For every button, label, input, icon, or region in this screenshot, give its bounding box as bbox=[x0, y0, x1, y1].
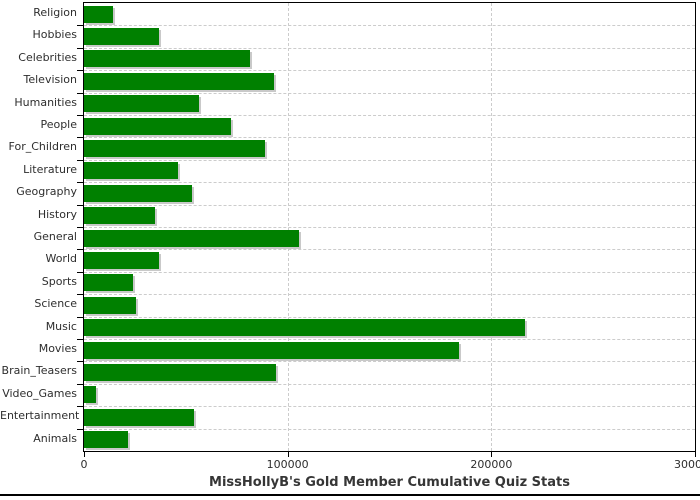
y-axis-label: Entertainment bbox=[0, 409, 80, 423]
horizontal-gridline bbox=[84, 383, 695, 385]
y-axis-label: Sports bbox=[41, 274, 77, 288]
x-axis-tick-mark bbox=[287, 451, 289, 457]
bottom-border-line bbox=[0, 494, 700, 496]
horizontal-gridline bbox=[84, 47, 695, 49]
horizontal-gridline bbox=[84, 271, 695, 273]
x-axis-tick-mark bbox=[491, 451, 493, 457]
y-axis-tick-mark bbox=[77, 428, 84, 430]
x-axis-tick-mark bbox=[695, 451, 696, 457]
bar-religion bbox=[84, 5, 113, 23]
y-axis-tick-mark bbox=[77, 204, 84, 206]
horizontal-gridline bbox=[84, 316, 695, 318]
chart-title: MissHollyB's Gold Member Cumulative Quiz… bbox=[209, 475, 570, 490]
horizontal-gridline bbox=[84, 227, 695, 228]
y-axis-tick-mark bbox=[77, 227, 84, 228]
y-axis-label: People bbox=[40, 118, 77, 131]
horizontal-gridline bbox=[84, 204, 695, 206]
y-axis-tick-mark bbox=[77, 92, 84, 94]
bar-brain_teasers bbox=[84, 363, 277, 381]
bar-history bbox=[84, 207, 156, 225]
y-axis-label: Science bbox=[34, 297, 77, 311]
horizontal-gridline bbox=[84, 406, 695, 408]
horizontal-gridline bbox=[84, 339, 695, 340]
y-axis-label: Television bbox=[23, 73, 78, 87]
y-axis-tick-mark bbox=[77, 294, 84, 296]
horizontal-gridline bbox=[84, 361, 695, 363]
y-axis-label: For_Children bbox=[8, 140, 77, 154]
y-axis-label: World bbox=[45, 252, 77, 266]
plot-area bbox=[77, 2, 696, 457]
horizontal-gridline bbox=[84, 137, 695, 139]
x-axis-tick-label: 300000 bbox=[674, 458, 700, 471]
horizontal-gridline bbox=[84, 25, 695, 27]
y-axis-label: General bbox=[33, 230, 77, 243]
horizontal-gridline bbox=[84, 249, 695, 251]
y-axis-tick-mark bbox=[77, 316, 84, 318]
y-axis-tick-mark bbox=[77, 406, 84, 408]
bar-entertainment bbox=[84, 408, 194, 426]
y-axis-tick-mark bbox=[77, 339, 84, 340]
y-axis-tick-mark bbox=[77, 70, 84, 72]
y-axis-label: Literature bbox=[23, 162, 77, 176]
y-axis-label: History bbox=[37, 207, 77, 221]
y-axis-tick-mark bbox=[77, 137, 84, 139]
y-axis-tick-mark bbox=[77, 115, 84, 116]
y-axis-tick-mark bbox=[77, 159, 84, 161]
y-axis-tick-mark bbox=[77, 271, 84, 273]
y-axis-tick-mark bbox=[77, 47, 84, 49]
vertical-gridline bbox=[287, 3, 289, 451]
y-axis-label: Geography bbox=[16, 185, 77, 199]
y-axis-tick-mark bbox=[77, 383, 84, 385]
bar-world bbox=[84, 251, 160, 269]
horizontal-gridline bbox=[84, 182, 695, 184]
horizontal-gridline bbox=[84, 92, 695, 94]
y-axis-tick-mark bbox=[77, 182, 84, 184]
y-axis-label: Brain_Teasers bbox=[1, 364, 77, 378]
bar-humanities bbox=[84, 95, 200, 113]
horizontal-gridline bbox=[84, 159, 695, 161]
bar-celebrities bbox=[84, 50, 250, 68]
x-axis-tick-label: 100000 bbox=[266, 458, 309, 471]
bar-animals bbox=[84, 431, 128, 449]
bar-science bbox=[84, 296, 136, 314]
y-axis-label: Celebrities bbox=[18, 50, 77, 64]
y-axis-label: Animals bbox=[33, 431, 77, 445]
bar-video_games bbox=[84, 386, 97, 404]
bar-literature bbox=[84, 162, 178, 180]
y-axis-tick-mark bbox=[77, 361, 84, 363]
bar-people bbox=[84, 117, 231, 135]
y-axis-label: Movies bbox=[38, 342, 77, 355]
horizontal-gridline bbox=[84, 428, 695, 430]
bar-movies bbox=[84, 341, 459, 359]
horizontal-gridline bbox=[84, 115, 695, 116]
bar-for_children bbox=[84, 139, 266, 157]
bar-music bbox=[84, 319, 525, 337]
bar-general bbox=[84, 229, 299, 247]
y-axis-tick-mark bbox=[77, 25, 84, 27]
bar-sports bbox=[84, 274, 133, 292]
y-axis-label: Religion bbox=[33, 6, 77, 19]
horizontal-gridline bbox=[84, 294, 695, 296]
x-axis-tick-mark bbox=[84, 451, 85, 457]
bar-television bbox=[84, 72, 275, 90]
bar-geography bbox=[84, 184, 192, 202]
y-axis-tick-mark bbox=[77, 249, 84, 251]
y-axis-label: Humanities bbox=[14, 95, 77, 109]
bar-hobbies bbox=[84, 27, 160, 45]
x-axis-tick-label: 0 bbox=[80, 458, 88, 471]
y-axis-label: Hobbies bbox=[32, 28, 77, 42]
horizontal-gridline bbox=[84, 70, 695, 72]
vertical-gridline bbox=[491, 3, 493, 451]
y-axis-label: Music bbox=[45, 319, 77, 333]
y-axis-label: Video_Games bbox=[2, 386, 77, 400]
x-axis-tick-label: 200000 bbox=[470, 458, 513, 471]
